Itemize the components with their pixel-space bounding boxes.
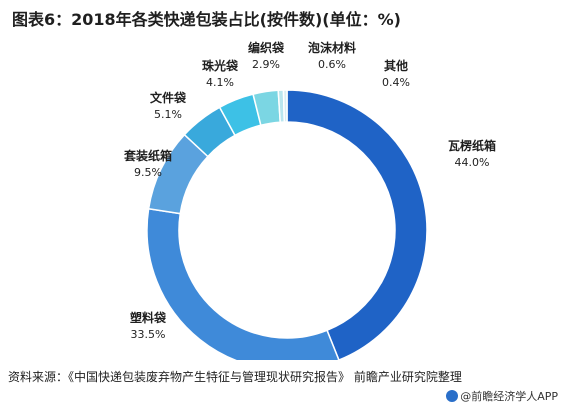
slice-8 [282,89,288,123]
slice-label-value: 0.6% [318,58,346,71]
slice-label-name: 瓦楞纸箱 [448,138,496,153]
brand-text: @前瞻经济学人APP [460,390,558,403]
donut-slices [146,89,428,360]
slice-label-value: 9.5% [134,166,162,179]
brand-watermark: @前瞻经济学人APP [446,388,558,404]
slice-label-name: 珠光袋 [202,58,239,73]
slice-label-name: 文件袋 [150,90,187,105]
slice-label-name: 套装纸箱 [123,148,172,163]
slice-label-value: 44.0% [455,156,490,169]
slice-label-name: 泡沫材料 [308,40,356,55]
brand-logo-icon [446,390,459,402]
slice-label-name: 塑料袋 [130,310,167,325]
slice-label-value: 5.1% [154,108,182,121]
slice-label-name: 编织袋 [247,40,285,55]
chart-title: 图表6：2018年各类快递包装占比(按件数)(单位：%) [12,10,401,29]
donut-chart: 瓦楞纸箱 44.0% 塑料袋 33.5% 套装纸箱 9.5% 文件袋 5.1% 珠光袋 4.1% 编… [123,40,496,360]
slice-labels: 瓦楞纸箱 44.0% 塑料袋 33.5% 套装纸箱 9.5% 文件袋 5.1% 珠光袋 4.1% 编… [123,40,496,341]
slice-1 [286,89,428,360]
source-note: 资料来源：《中国快递包装废弃物产生特征与管理现状研究报告》 前瞻产业研究院整理 [8,370,462,384]
slice-label-name: 其他 [384,58,408,73]
slice-label-value: 2.9% [252,58,280,71]
slice-2 [146,207,340,360]
slice-label-value: 33.5% [131,328,166,341]
slice-label-value: 0.4% [382,76,410,89]
slice-label-value: 4.1% [206,76,234,89]
